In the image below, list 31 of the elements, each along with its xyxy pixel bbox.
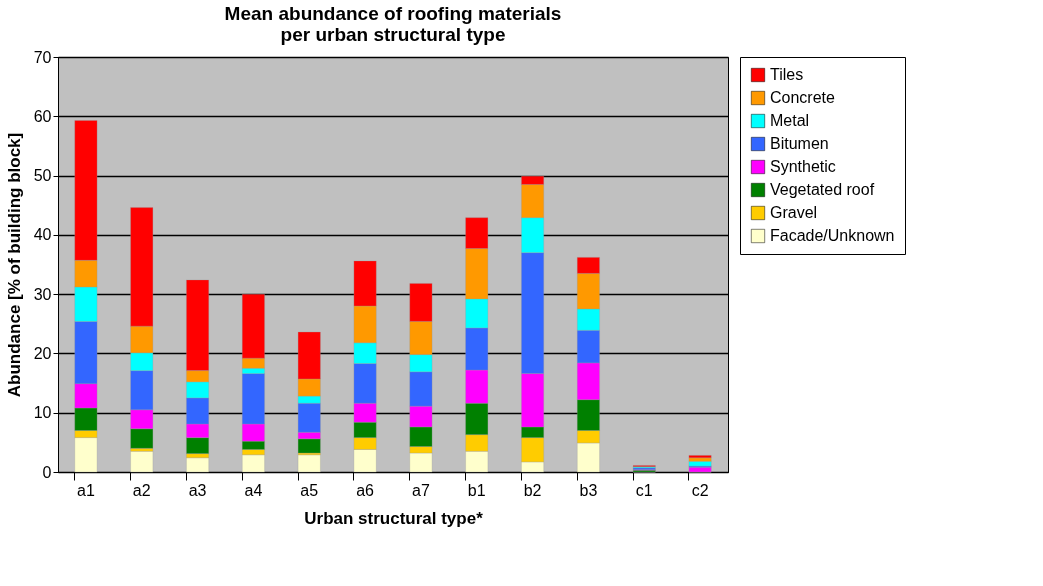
legend-label: Gravel (770, 204, 818, 221)
legend-label: Bitumen (770, 135, 829, 152)
legend-label: Tiles (770, 66, 804, 83)
x-tick-label: a7 (412, 481, 430, 499)
x-tick-label: a5 (300, 481, 319, 499)
y-tick-label: 70 (33, 48, 52, 66)
y-tick-label: 40 (33, 226, 52, 244)
y-tick-label: 0 (42, 463, 52, 481)
y-tick-label: 50 (33, 167, 52, 185)
x-axis-title: Urban structural type* (304, 508, 484, 528)
x-tick-label: b3 (579, 481, 598, 499)
x-tick-label: a1 (77, 481, 95, 499)
y-tick-label: 60 (33, 107, 52, 125)
x-tick-label: a4 (244, 481, 263, 499)
legend-label: Facade/Unknown (770, 227, 895, 244)
x-tick-label: a2 (132, 481, 151, 499)
x-tick-label: b1 (467, 481, 486, 499)
x-tick-label: c1 (635, 481, 653, 499)
legend-label: Concrete (770, 89, 836, 106)
y-tick-label: 30 (33, 285, 52, 303)
legend-label: Synthetic (770, 158, 836, 175)
legend-label: Metal (770, 112, 810, 129)
y-axis-title: Abundance [% of building block] (4, 132, 24, 398)
x-tick-label: b2 (523, 481, 542, 499)
x-tick-label: a6 (356, 481, 375, 499)
y-tick-label: 10 (33, 404, 52, 422)
legend-label: Vegetated roof (770, 181, 875, 198)
x-tick-label: a3 (188, 481, 207, 499)
chart-title: Mean abundance of roofing materials per urban structural type (224, 3, 562, 45)
y-tick-label: 20 (33, 344, 52, 362)
x-tick-label: c2 (691, 481, 709, 499)
